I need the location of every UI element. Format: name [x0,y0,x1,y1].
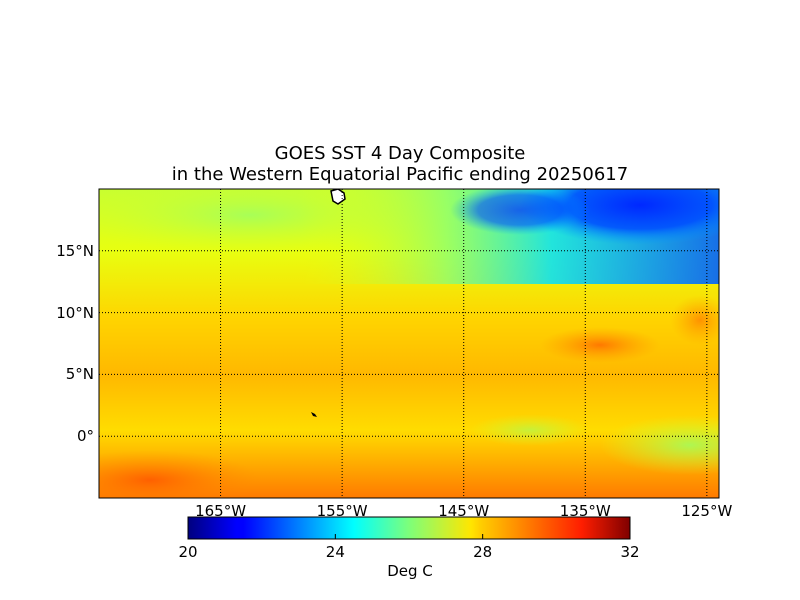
lon-tick-label: 135°W [559,502,611,520]
lat-tick-label: 5°N [65,365,94,384]
lon-tick-label: 165°W [195,502,247,520]
colorbar-label: Deg C [387,562,433,580]
lat-tick-label: 15°N [56,241,94,260]
colorbar [187,516,631,540]
colorbar-ticks [187,534,631,539]
colorbar-tick-label: 32 [620,543,640,561]
map-title-line1: GOES SST 4 Day Composite [274,143,526,164]
map-title-line2: in the Western Equatorial Pacific ending… [171,164,629,185]
colorbar-tick-label: 20 [178,543,198,561]
lon-tick-label: 145°W [438,502,490,520]
sst-field [99,189,719,498]
island-shape [330,189,346,205]
lat-tick-label: 10°N [56,303,94,322]
atoll-shape [311,412,317,417]
colorbar-tick-label: 24 [325,543,345,561]
lat-tick-label: 0° [76,427,94,446]
map-frame [98,188,720,499]
colorbar-tick-label: 28 [473,543,493,561]
lon-tick-label: 125°W [681,502,733,520]
lon-tick-label: 155°W [316,502,368,520]
map-gridlines [99,189,719,498]
